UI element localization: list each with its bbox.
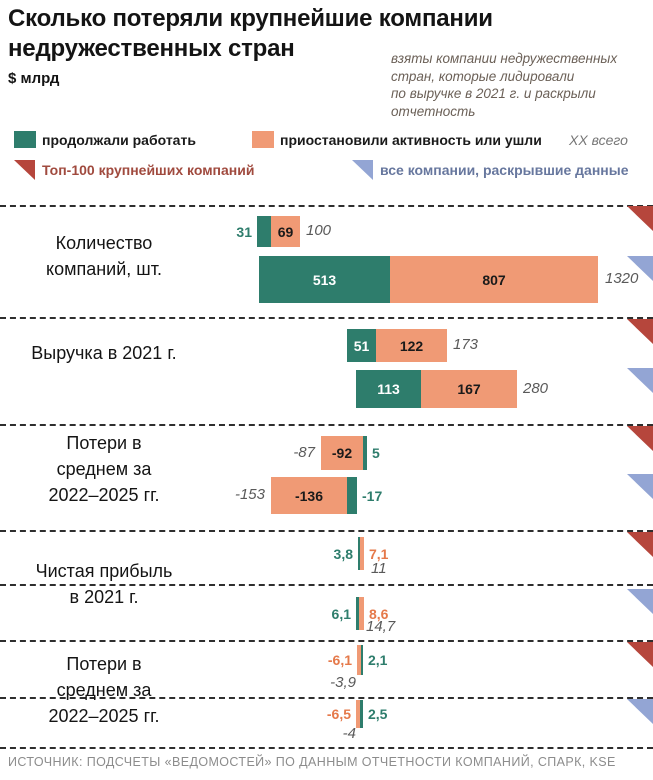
- bar: 69: [257, 216, 300, 247]
- flag-top100-icon: [627, 206, 653, 231]
- bar-segment-continued: 513: [259, 256, 390, 303]
- bar: -136: [271, 477, 357, 514]
- bar-total: 173: [453, 336, 479, 353]
- flag-all-icon: [627, 256, 653, 281]
- flag-top100-icon: [627, 532, 653, 557]
- row-label: Потери в среднем за 2022–2025 гг.: [48, 433, 160, 505]
- bar-value: 5: [372, 445, 380, 461]
- bar-segment-continued: [347, 477, 357, 514]
- legend-continued-swatch: [14, 131, 36, 148]
- bar: 113 167: [356, 370, 517, 408]
- flag-all-icon: [627, 699, 653, 724]
- dashed-separator: [0, 317, 653, 319]
- bar-total: -87: [293, 444, 315, 461]
- bar-segment-suspended: [360, 537, 364, 570]
- bar-segment-continued: [356, 597, 359, 630]
- bar-value: 2,1: [368, 652, 388, 668]
- bar-segment-continued: [361, 645, 363, 675]
- row-label: Потери в среднем за 2022–2025 гг.: [48, 654, 160, 726]
- bar-value: -92: [331, 445, 353, 461]
- flag-all-icon: [627, 474, 653, 499]
- dashed-separator: [0, 424, 653, 426]
- bar-segment-continued: [363, 436, 367, 470]
- bar-segment-continued: 113: [356, 370, 421, 408]
- flag-top100-icon: [627, 319, 653, 344]
- bar-total: 11: [371, 560, 387, 577]
- bar-segment-continued: [358, 537, 360, 570]
- bar-value: 122: [399, 337, 424, 354]
- bar-total: 14,7: [366, 618, 396, 635]
- flag-top100-icon: [627, 426, 653, 451]
- row-label: Выручка в 2021 г.: [31, 343, 177, 363]
- bar-segment-suspended: 69: [271, 216, 300, 247]
- bar-total: 280: [523, 380, 549, 397]
- bar-value: 6,1: [331, 606, 351, 622]
- bar-value: 8,6: [369, 606, 389, 622]
- bar-value: 513: [312, 271, 337, 288]
- flag-top100-icon: [627, 642, 653, 667]
- bar-value: 2,5: [368, 706, 388, 722]
- dashed-separator: [0, 640, 653, 642]
- bar-value: -17: [362, 488, 383, 504]
- flag-all-icon: [627, 368, 653, 393]
- bar-value: -6,1: [327, 652, 352, 668]
- bar-segment-suspended: [356, 700, 360, 728]
- legend-all-label: все компании, раскрывшие данные: [380, 162, 629, 178]
- dashed-separator: [0, 697, 653, 699]
- source-note: ИСТОЧНИК: ПОДСЧЕТЫ «ВЕДОМОСТЕЙ» ПО ДАННЫ…: [8, 755, 616, 769]
- bar-value: 807: [482, 271, 506, 288]
- dashed-separator: [0, 584, 653, 586]
- bar-value: 51: [353, 337, 370, 354]
- bar-segment-continued: [360, 700, 363, 728]
- bar: 513 807: [259, 256, 598, 303]
- dashed-separator: [0, 747, 653, 749]
- row-label: Количество компаний, шт.: [46, 233, 162, 279]
- bar-segment-suspended: 122: [376, 329, 447, 362]
- bar: [357, 645, 363, 675]
- bar-segment-suspended: -136: [271, 477, 347, 514]
- page-title: Сколько потеряли крупнейшие компании нед…: [8, 5, 493, 62]
- bar-total: 1320: [605, 270, 639, 287]
- bar-segment-continued: [257, 216, 271, 247]
- legend-continued-label: продолжали работать: [42, 132, 196, 148]
- legend-all-flag-icon: [352, 160, 373, 180]
- bar-segment-suspended: [359, 597, 364, 630]
- legend-suspended-swatch: [252, 131, 274, 148]
- bar: [356, 700, 363, 728]
- legend-suspended-label: приостановили активность или ушли: [280, 132, 542, 148]
- bar-value: -136: [294, 487, 324, 504]
- dashed-separator: [0, 205, 653, 207]
- bar-segment-suspended: 807: [390, 256, 598, 303]
- bar-value: -6,5: [326, 706, 351, 722]
- bar-total: -153: [234, 486, 265, 503]
- bar-segment-suspended: -92: [321, 436, 363, 470]
- bar-value: 113: [377, 381, 400, 397]
- bar-segment-suspended: 167: [421, 370, 517, 408]
- row-label: Чистая прибыль в 2021 г.: [35, 561, 173, 607]
- bar-segment-suspended: [357, 645, 361, 675]
- flag-all-icon: [627, 589, 653, 614]
- bar: [358, 537, 364, 570]
- bar-value: 69: [277, 223, 294, 240]
- methodology-note: взяты компании недружественных стран, ко…: [391, 51, 618, 119]
- bar-total: -3,9: [330, 674, 356, 691]
- bar: -92: [321, 436, 367, 470]
- unit-label: $ млрд: [8, 70, 60, 87]
- bar-value: 31: [236, 224, 252, 240]
- bar-value: 7,1: [369, 546, 389, 562]
- bar-total: 100: [306, 222, 332, 239]
- bar: [356, 597, 364, 630]
- bar-total: -4: [342, 725, 356, 742]
- bar-segment-continued: 51: [347, 329, 376, 362]
- dashed-separator: [0, 530, 653, 532]
- bar: 51 122: [347, 329, 447, 362]
- bar-value: 3,8: [333, 546, 353, 562]
- legend-top100-label: Топ-100 крупнейших компаний: [42, 162, 255, 178]
- legend-top100-flag-icon: [14, 160, 35, 180]
- bar-value: 167: [457, 381, 481, 397]
- legend-total-hint: XX всего: [569, 132, 628, 148]
